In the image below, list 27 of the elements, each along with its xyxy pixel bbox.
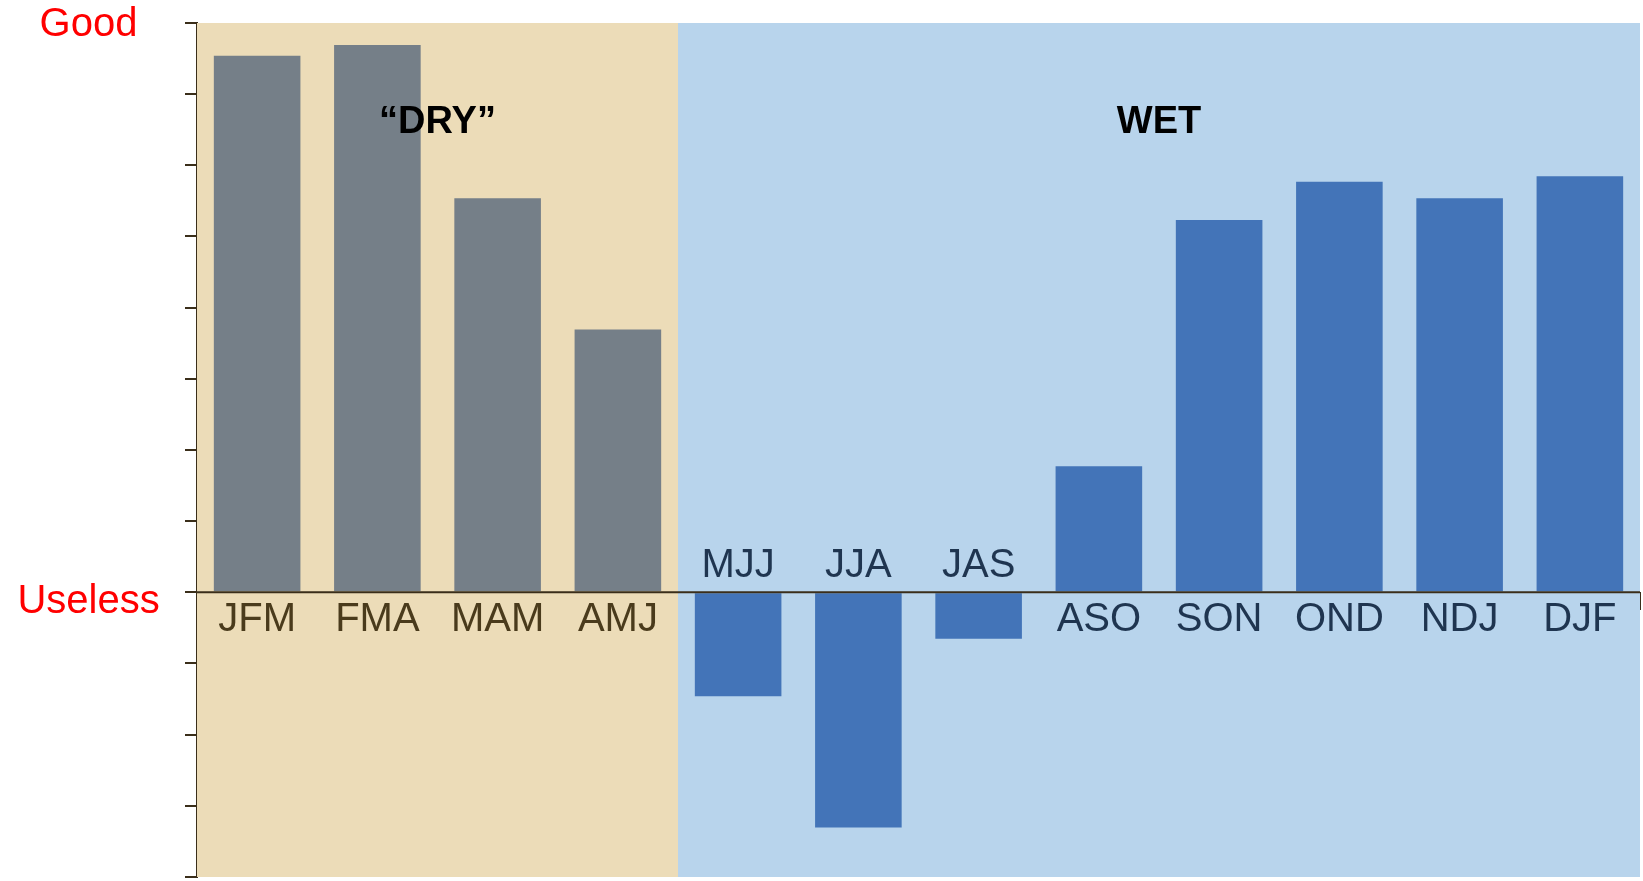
text: Good: [39, 0, 138, 45]
x-tick-label: OND: [1294, 595, 1384, 640]
band-label: WET: [1116, 99, 1202, 142]
x-tick-label: FMA: [335, 595, 420, 640]
bar: [213, 55, 301, 592]
bar: [1536, 176, 1624, 592]
bar: [1416, 198, 1503, 592]
band-label: “DRY”: [379, 99, 496, 142]
bar: [1175, 220, 1263, 592]
text: Useless: [17, 577, 160, 622]
x-tick-label: ASO: [1056, 595, 1142, 640]
bar: [1296, 181, 1383, 592]
x-tick-label: DJF: [1543, 595, 1617, 640]
bar: [1055, 466, 1143, 592]
x-tick-label: AMJ: [577, 595, 658, 640]
bar: [574, 329, 662, 592]
bar: [935, 593, 1022, 639]
bar: [694, 593, 782, 697]
x-tick-label: JAS: [941, 541, 1016, 586]
x-tick-label: NDJ: [1420, 595, 1499, 640]
x-tick-label: SON: [1175, 595, 1263, 640]
x-tick-label: JFM: [218, 595, 297, 640]
bar: [815, 593, 902, 828]
bar: [454, 198, 541, 592]
x-tick-label: MJJ: [701, 541, 775, 586]
x-tick-label: MAM: [450, 595, 545, 640]
x-tick-label: JJA: [825, 541, 893, 586]
